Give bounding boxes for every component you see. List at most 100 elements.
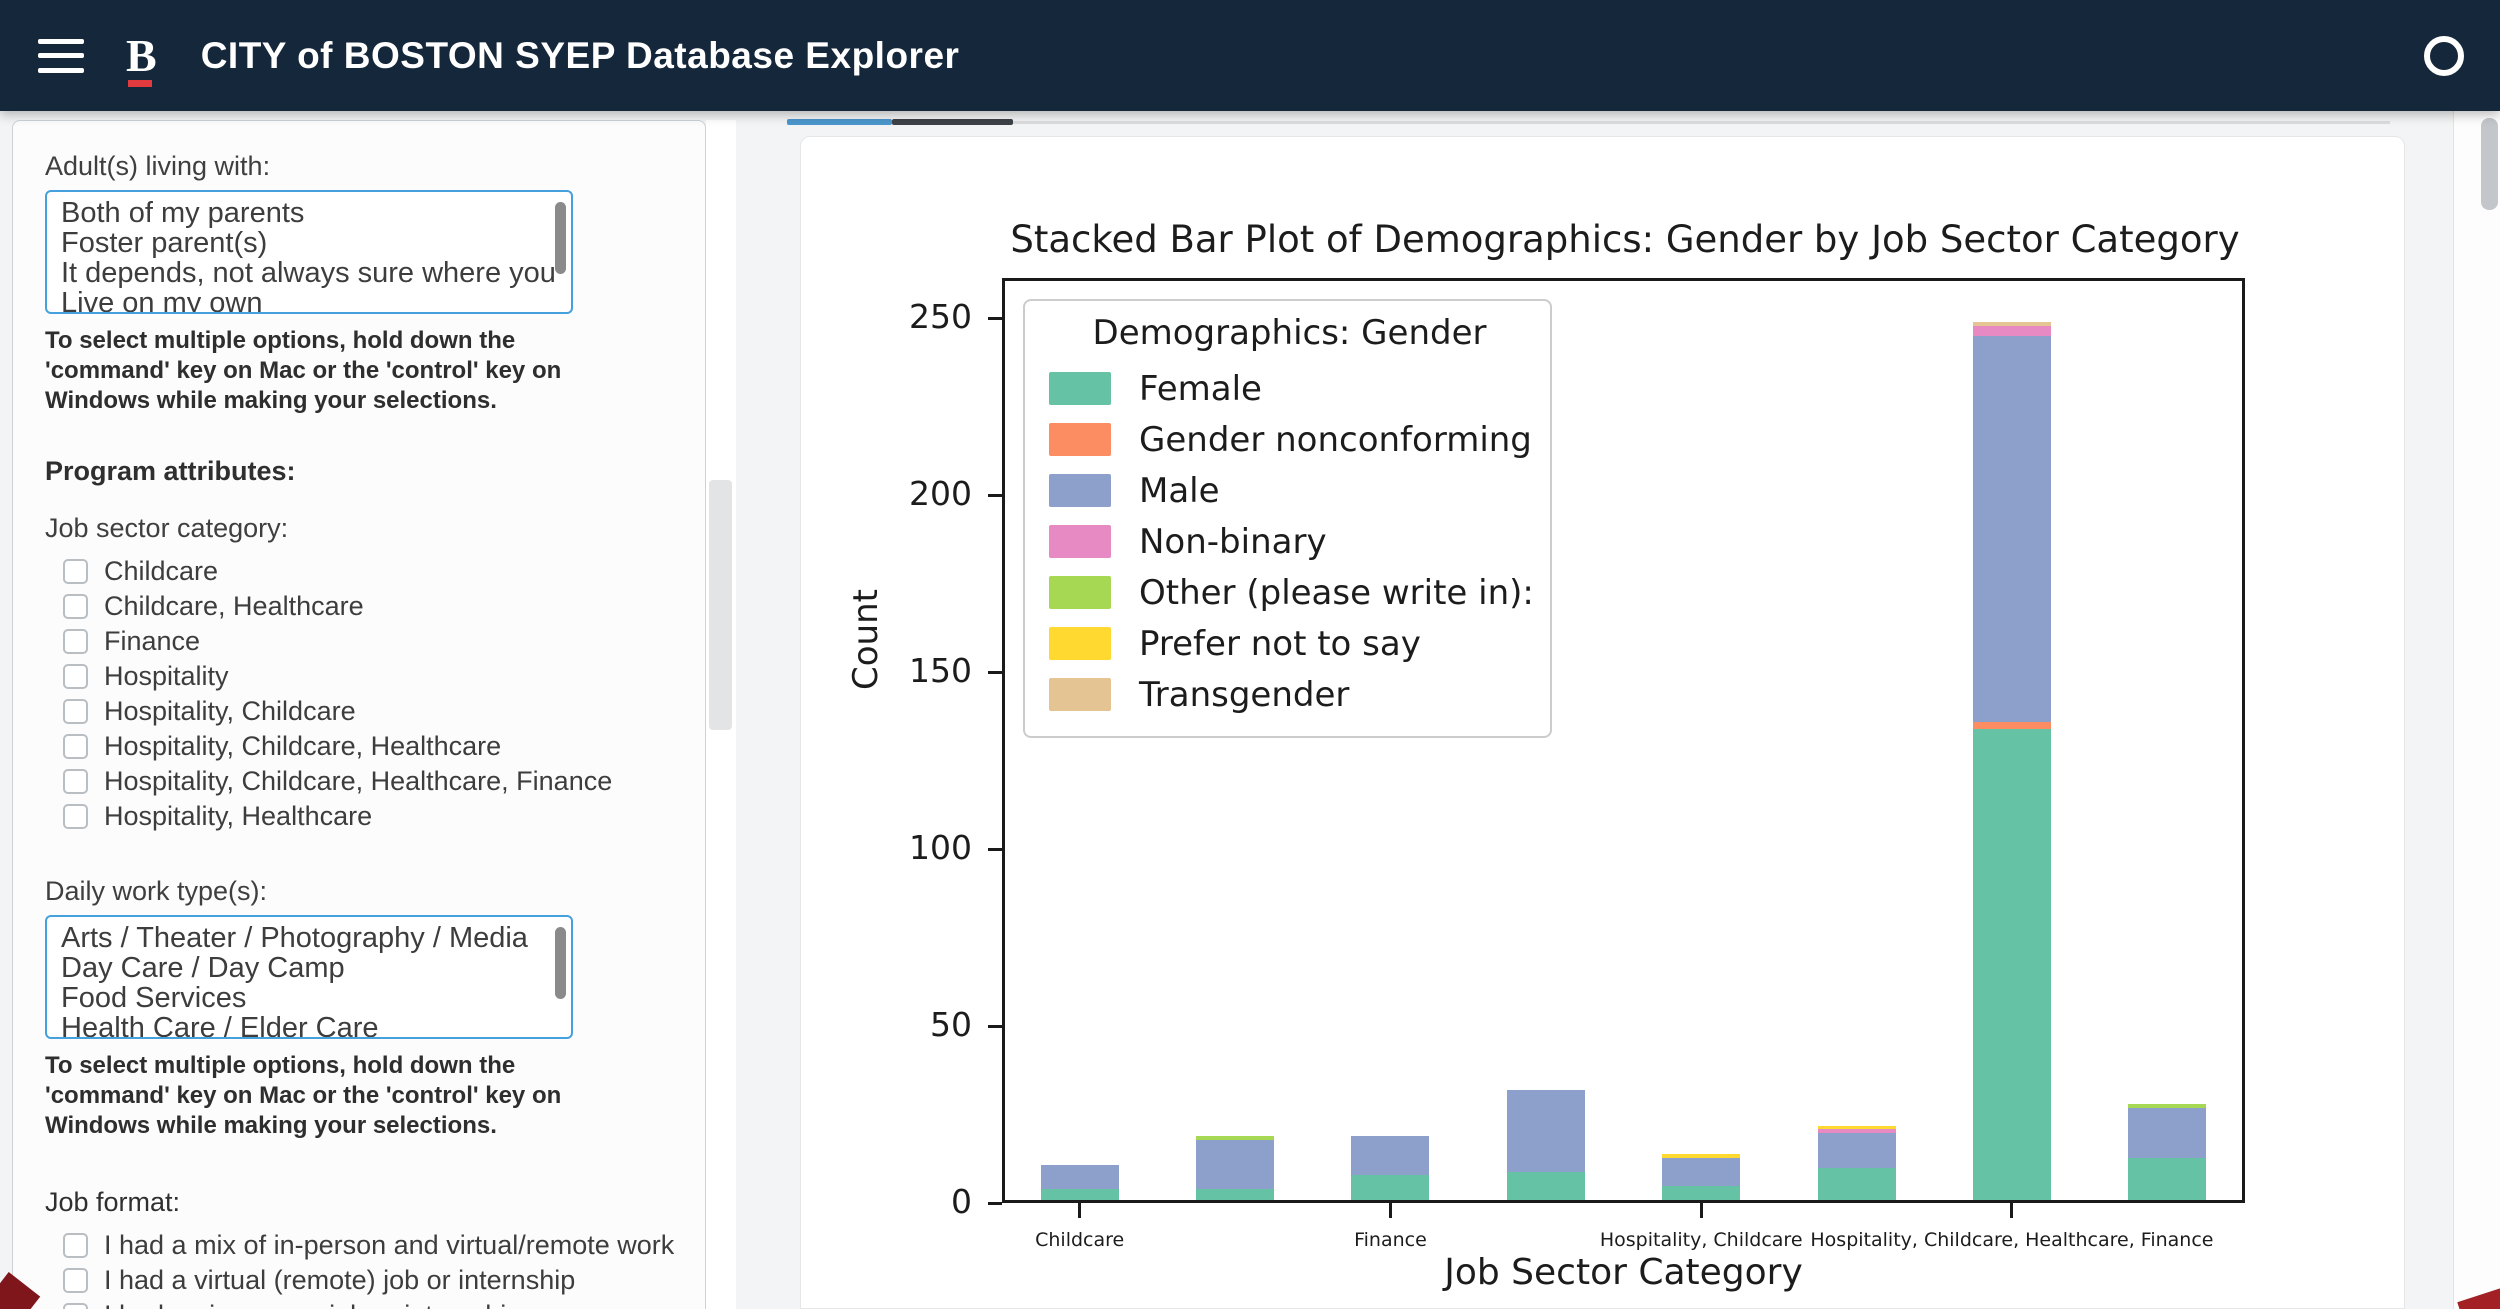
bar-segment xyxy=(1817,1125,1896,1130)
bar-segment xyxy=(2128,1107,2207,1158)
inactive-tab-indicator[interactable] xyxy=(892,119,1013,125)
checkbox-label: Finance xyxy=(104,626,201,656)
bar-segment xyxy=(1972,322,2051,326)
listbox-option[interactable]: Food Services xyxy=(61,983,247,1013)
job-sector-checkbox-item[interactable]: Finance xyxy=(63,624,677,659)
stacked-bar xyxy=(1196,1136,1275,1200)
job-sector-checkbox-item[interactable]: Childcare, Healthcare xyxy=(63,589,677,624)
checkbox[interactable] xyxy=(63,1268,88,1293)
legend-label: Non-binary xyxy=(1139,521,1327,562)
y-tick xyxy=(988,1201,1002,1205)
job-sector-checkbox-item[interactable]: Hospitality, Childcare xyxy=(63,694,677,729)
checkbox[interactable] xyxy=(63,594,88,619)
active-tab-indicator[interactable] xyxy=(787,119,892,125)
checkbox[interactable] xyxy=(63,1233,88,1258)
sidebar-scrollbar-thumb[interactable] xyxy=(709,480,732,730)
stacked-bar xyxy=(1506,1090,1585,1200)
multiselect-hint: To select multiple options, hold down th… xyxy=(45,327,562,414)
legend-entry: Prefer not to say xyxy=(1049,618,1530,669)
legend-label: Prefer not to say xyxy=(1139,623,1421,664)
listbox-option[interactable]: Health Care / Elder Care xyxy=(61,1013,379,1039)
adults-living-with-label: Adult(s) living with: xyxy=(45,151,271,181)
stacked-bar xyxy=(2128,1104,2207,1200)
listbox-scrollbar[interactable] xyxy=(555,202,566,274)
legend-entry: Transgender xyxy=(1049,669,1530,720)
listbox-option[interactable]: Arts / Theater / Photography / Media xyxy=(61,923,528,953)
legend-swatch xyxy=(1049,627,1111,660)
loading-circle-icon[interactable] xyxy=(2424,36,2464,76)
bar-segment xyxy=(1972,336,2051,723)
listbox-option[interactable]: Both of my parents xyxy=(61,198,305,228)
plot-area xyxy=(1002,278,2245,1203)
job-sector-checkbox-item[interactable]: Hospitality, Childcare, Healthcare xyxy=(63,729,677,764)
job-sector-checkbox-item[interactable]: Hospitality xyxy=(63,659,677,694)
legend-title: Demographics: Gender xyxy=(1092,313,1487,353)
x-tick xyxy=(1078,1203,1082,1218)
y-tick xyxy=(988,316,1002,320)
job-format-checkbox-item[interactable]: I had a mix of in-person and virtual/rem… xyxy=(63,1228,677,1263)
checkbox-label: Hospitality, Childcare, Healthcare, Fina… xyxy=(104,766,613,796)
checkbox[interactable] xyxy=(63,734,88,759)
program-attributes-heading: Program attributes: xyxy=(45,456,296,486)
legend-swatch xyxy=(1049,678,1111,711)
listbox-scrollbar[interactable] xyxy=(555,927,566,999)
legend-swatch xyxy=(1049,576,1111,609)
menu-icon[interactable] xyxy=(38,38,84,73)
job-sector-checkbox-item[interactable]: Childcare xyxy=(63,554,677,589)
job-sector-checkbox-item[interactable]: Hospitality, Healthcare xyxy=(63,799,677,834)
checkbox-label: Childcare xyxy=(104,556,219,586)
job-sector-label: Job sector category: xyxy=(45,513,289,543)
listbox-option[interactable]: Foster parent(s) xyxy=(61,228,268,258)
daily-work-listbox[interactable]: Arts / Theater / Photography / Media Day … xyxy=(45,915,573,1039)
filters-sidebar: Adult(s) living with: Both of my parents… xyxy=(12,120,706,1309)
legend-label: Other (please write in): xyxy=(1139,572,1534,613)
checkbox[interactable] xyxy=(63,804,88,829)
checkbox[interactable] xyxy=(63,1303,88,1309)
bar-segment xyxy=(1662,1157,1741,1186)
job-sector-checkbox-group: Childcare Childcare, Healthcare Finance Hos… xyxy=(45,554,677,834)
checkbox-label: I had a virtual (remote) job or internsh… xyxy=(104,1265,576,1295)
checkbox-label: Hospitality, Healthcare xyxy=(104,801,373,831)
x-tick-label: Finance xyxy=(1354,1229,1427,1251)
page-scrollbar-thumb[interactable] xyxy=(2481,118,2498,210)
y-tick xyxy=(988,847,1002,851)
job-format-label: Job format: xyxy=(45,1187,181,1217)
legend-swatch xyxy=(1049,372,1111,405)
bar-segment xyxy=(1351,1175,1430,1200)
checkbox[interactable] xyxy=(63,664,88,689)
job-format-checkbox-item[interactable]: I had a virtual (remote) job or internsh… xyxy=(63,1263,677,1298)
checkbox[interactable] xyxy=(63,559,88,584)
checkbox-label: Hospitality xyxy=(104,661,229,691)
bar-segment xyxy=(2128,1104,2207,1108)
page-scrollbar-track[interactable] xyxy=(2453,111,2500,1309)
checkbox[interactable] xyxy=(63,629,88,654)
x-tick-label: Hospitality, Childcare, Healthcare, Fina… xyxy=(1810,1229,2214,1251)
bar-segment xyxy=(1196,1189,1275,1200)
listbox-option[interactable]: It depends, not always sure where you wi… xyxy=(61,258,557,288)
chart-title: Stacked Bar Plot of Demographics: Gender… xyxy=(1010,218,2240,261)
bar-segment xyxy=(1817,1168,1896,1200)
job-format-checkbox-item[interactable]: I had an in-person job or internship xyxy=(63,1298,677,1309)
bar-segment xyxy=(1972,325,2051,337)
checkbox-label: Hospitality, Childcare, Healthcare xyxy=(104,731,502,761)
legend-label: Male xyxy=(1139,470,1220,511)
y-tick-label: 150 xyxy=(909,651,972,690)
stacked-bar xyxy=(1351,1136,1430,1200)
multiselect-hint: To select multiple options, hold down th… xyxy=(45,1052,562,1139)
listbox-option[interactable]: Day Care / Day Camp xyxy=(61,953,345,983)
listbox-option[interactable]: Live on my own xyxy=(61,288,263,314)
legend-label: Transgender xyxy=(1139,674,1350,715)
stacked-bar xyxy=(1972,322,2051,1200)
bar-segment xyxy=(1506,1090,1585,1172)
stacked-bar xyxy=(1662,1153,1741,1200)
checkbox[interactable] xyxy=(63,769,88,794)
job-sector-checkbox-item[interactable]: Hospitality, Childcare, Healthcare, Fina… xyxy=(63,764,677,799)
y-tick xyxy=(988,1024,1002,1028)
sidebar-scrollbar-track[interactable] xyxy=(706,120,736,1309)
y-tick-label: 250 xyxy=(909,297,972,336)
bar-segment xyxy=(1196,1136,1275,1140)
x-axis-label: Job Sector Category xyxy=(1444,1252,1803,1293)
checkbox[interactable] xyxy=(63,699,88,724)
adults-living-with-listbox[interactable]: Both of my parents Foster parent(s) It dep… xyxy=(45,190,573,314)
y-tick-label: 50 xyxy=(930,1005,972,1044)
